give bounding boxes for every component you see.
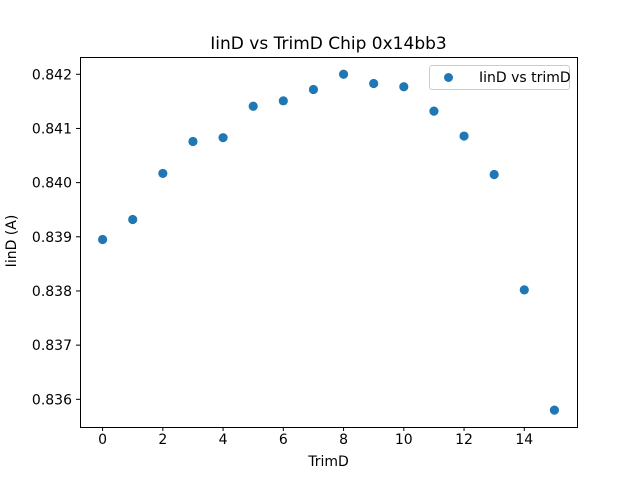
data-point [97, 234, 108, 245]
x-tick-label: 14 [515, 432, 533, 448]
data-point [549, 405, 560, 415]
data-point [308, 84, 319, 95]
data-point [278, 96, 288, 106]
data-point [338, 69, 349, 79]
data-point [459, 131, 469, 141]
x-tick-label: 8 [339, 432, 348, 448]
data-point [429, 106, 439, 116]
data-point [248, 101, 258, 111]
x-tick-label: 0 [98, 432, 107, 448]
legend-label: IinD vs trimD [479, 69, 571, 86]
data-point [399, 82, 409, 92]
x-tick-label: 4 [219, 432, 228, 448]
y-tick-label: 0.841 [32, 121, 72, 137]
legend: IinD vs trimD [429, 65, 571, 90]
x-tick-label: 12 [455, 432, 473, 448]
y-tick-label: 0.836 [32, 392, 72, 408]
legend-marker-icon [444, 73, 453, 82]
data-point [218, 133, 228, 143]
y-tick-label: 0.837 [32, 338, 72, 354]
y-tick-label: 0.838 [32, 284, 72, 300]
data-point [188, 136, 198, 147]
data-point [158, 168, 168, 179]
x-tick-label: 6 [279, 432, 288, 448]
chart-title: IinD vs TrimD Chip 0x14bb3 [210, 34, 447, 54]
y-tick-label: 0.842 [32, 67, 72, 83]
x-axis-label: TrimD [308, 454, 349, 470]
data-point [128, 214, 138, 225]
data-point [489, 169, 499, 180]
y-tick-label: 0.840 [32, 176, 72, 192]
x-tick-label: 2 [158, 432, 167, 448]
y-tick-label: 0.839 [32, 230, 72, 246]
data-point [369, 78, 379, 89]
data-point [519, 285, 529, 295]
axes-frame [80, 57, 578, 428]
x-tick-label: 10 [395, 432, 413, 448]
